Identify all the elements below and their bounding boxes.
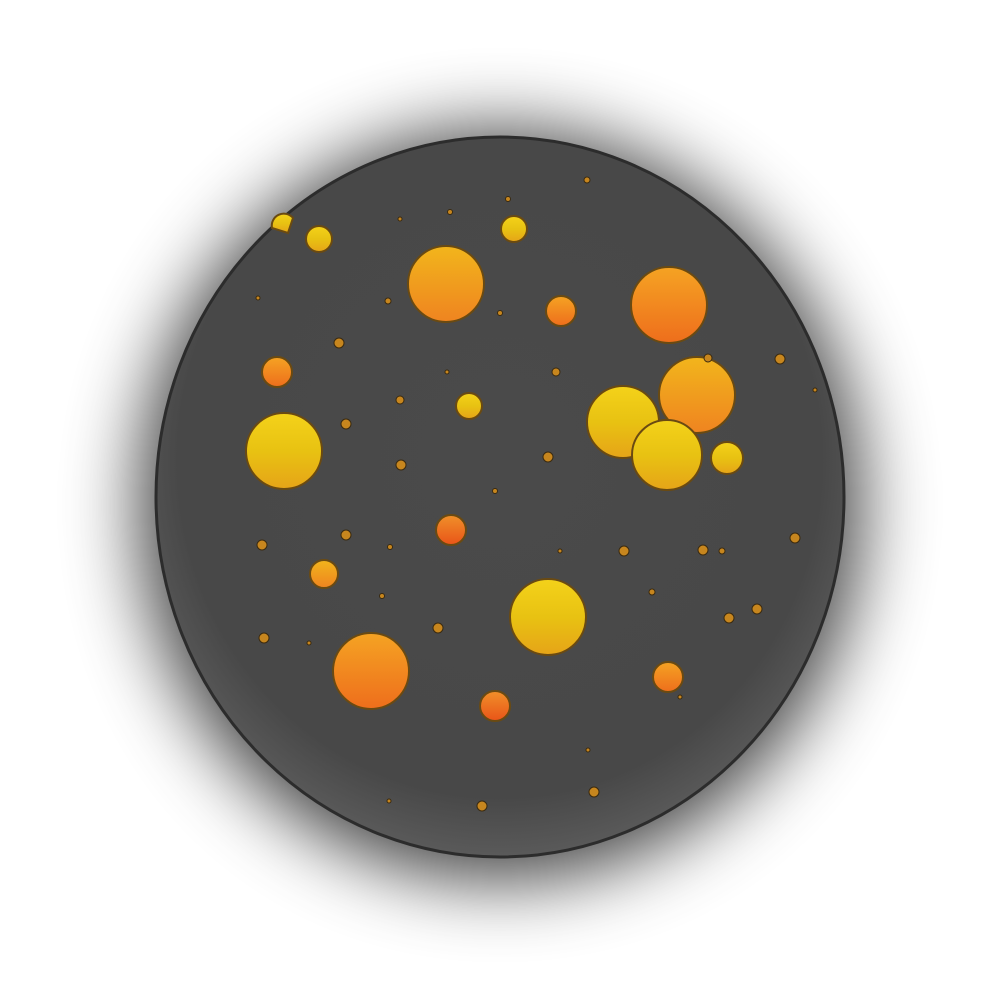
dot (395, 395, 405, 405)
dot (542, 451, 554, 463)
blob (245, 412, 323, 490)
dot (583, 176, 591, 184)
dot (492, 488, 498, 494)
blob (305, 225, 333, 253)
dot (557, 548, 563, 554)
dot (551, 367, 561, 377)
dot (497, 310, 503, 316)
dot (444, 369, 450, 375)
dot (447, 209, 453, 215)
dot (697, 544, 709, 556)
dot (812, 387, 818, 393)
dot (397, 216, 403, 222)
dot (774, 353, 786, 365)
blobs (245, 212, 744, 722)
dot (588, 786, 600, 798)
dots (255, 176, 818, 812)
blob (631, 419, 703, 491)
dot (384, 297, 392, 305)
dot (387, 544, 393, 550)
blob (630, 266, 708, 344)
dot (718, 547, 726, 555)
dot (306, 640, 312, 646)
dot (618, 545, 630, 557)
blob (479, 690, 511, 722)
dot (723, 612, 735, 624)
disc (154, 135, 846, 859)
blob (710, 441, 744, 475)
dot (333, 337, 345, 349)
dot (677, 694, 683, 700)
dot (379, 593, 385, 599)
blob (270, 212, 295, 235)
dot (258, 632, 270, 644)
blob (309, 559, 339, 589)
blob (658, 356, 736, 434)
blob (500, 215, 528, 243)
dot (476, 800, 488, 812)
dot (648, 588, 656, 596)
dot (256, 539, 268, 551)
blob (509, 578, 587, 656)
blob (435, 514, 467, 546)
blob (407, 245, 485, 323)
blob (455, 392, 483, 420)
dot (703, 353, 713, 363)
dot (340, 529, 352, 541)
dot (585, 747, 591, 753)
blob (332, 632, 410, 710)
dot (386, 798, 392, 804)
dot (432, 622, 444, 634)
dot (505, 196, 511, 202)
dot (395, 459, 407, 471)
blob (545, 295, 577, 327)
blob (652, 661, 684, 693)
dot (789, 532, 801, 544)
dot (340, 418, 352, 430)
dot (255, 295, 261, 301)
blob (261, 356, 293, 388)
dot (751, 603, 763, 615)
